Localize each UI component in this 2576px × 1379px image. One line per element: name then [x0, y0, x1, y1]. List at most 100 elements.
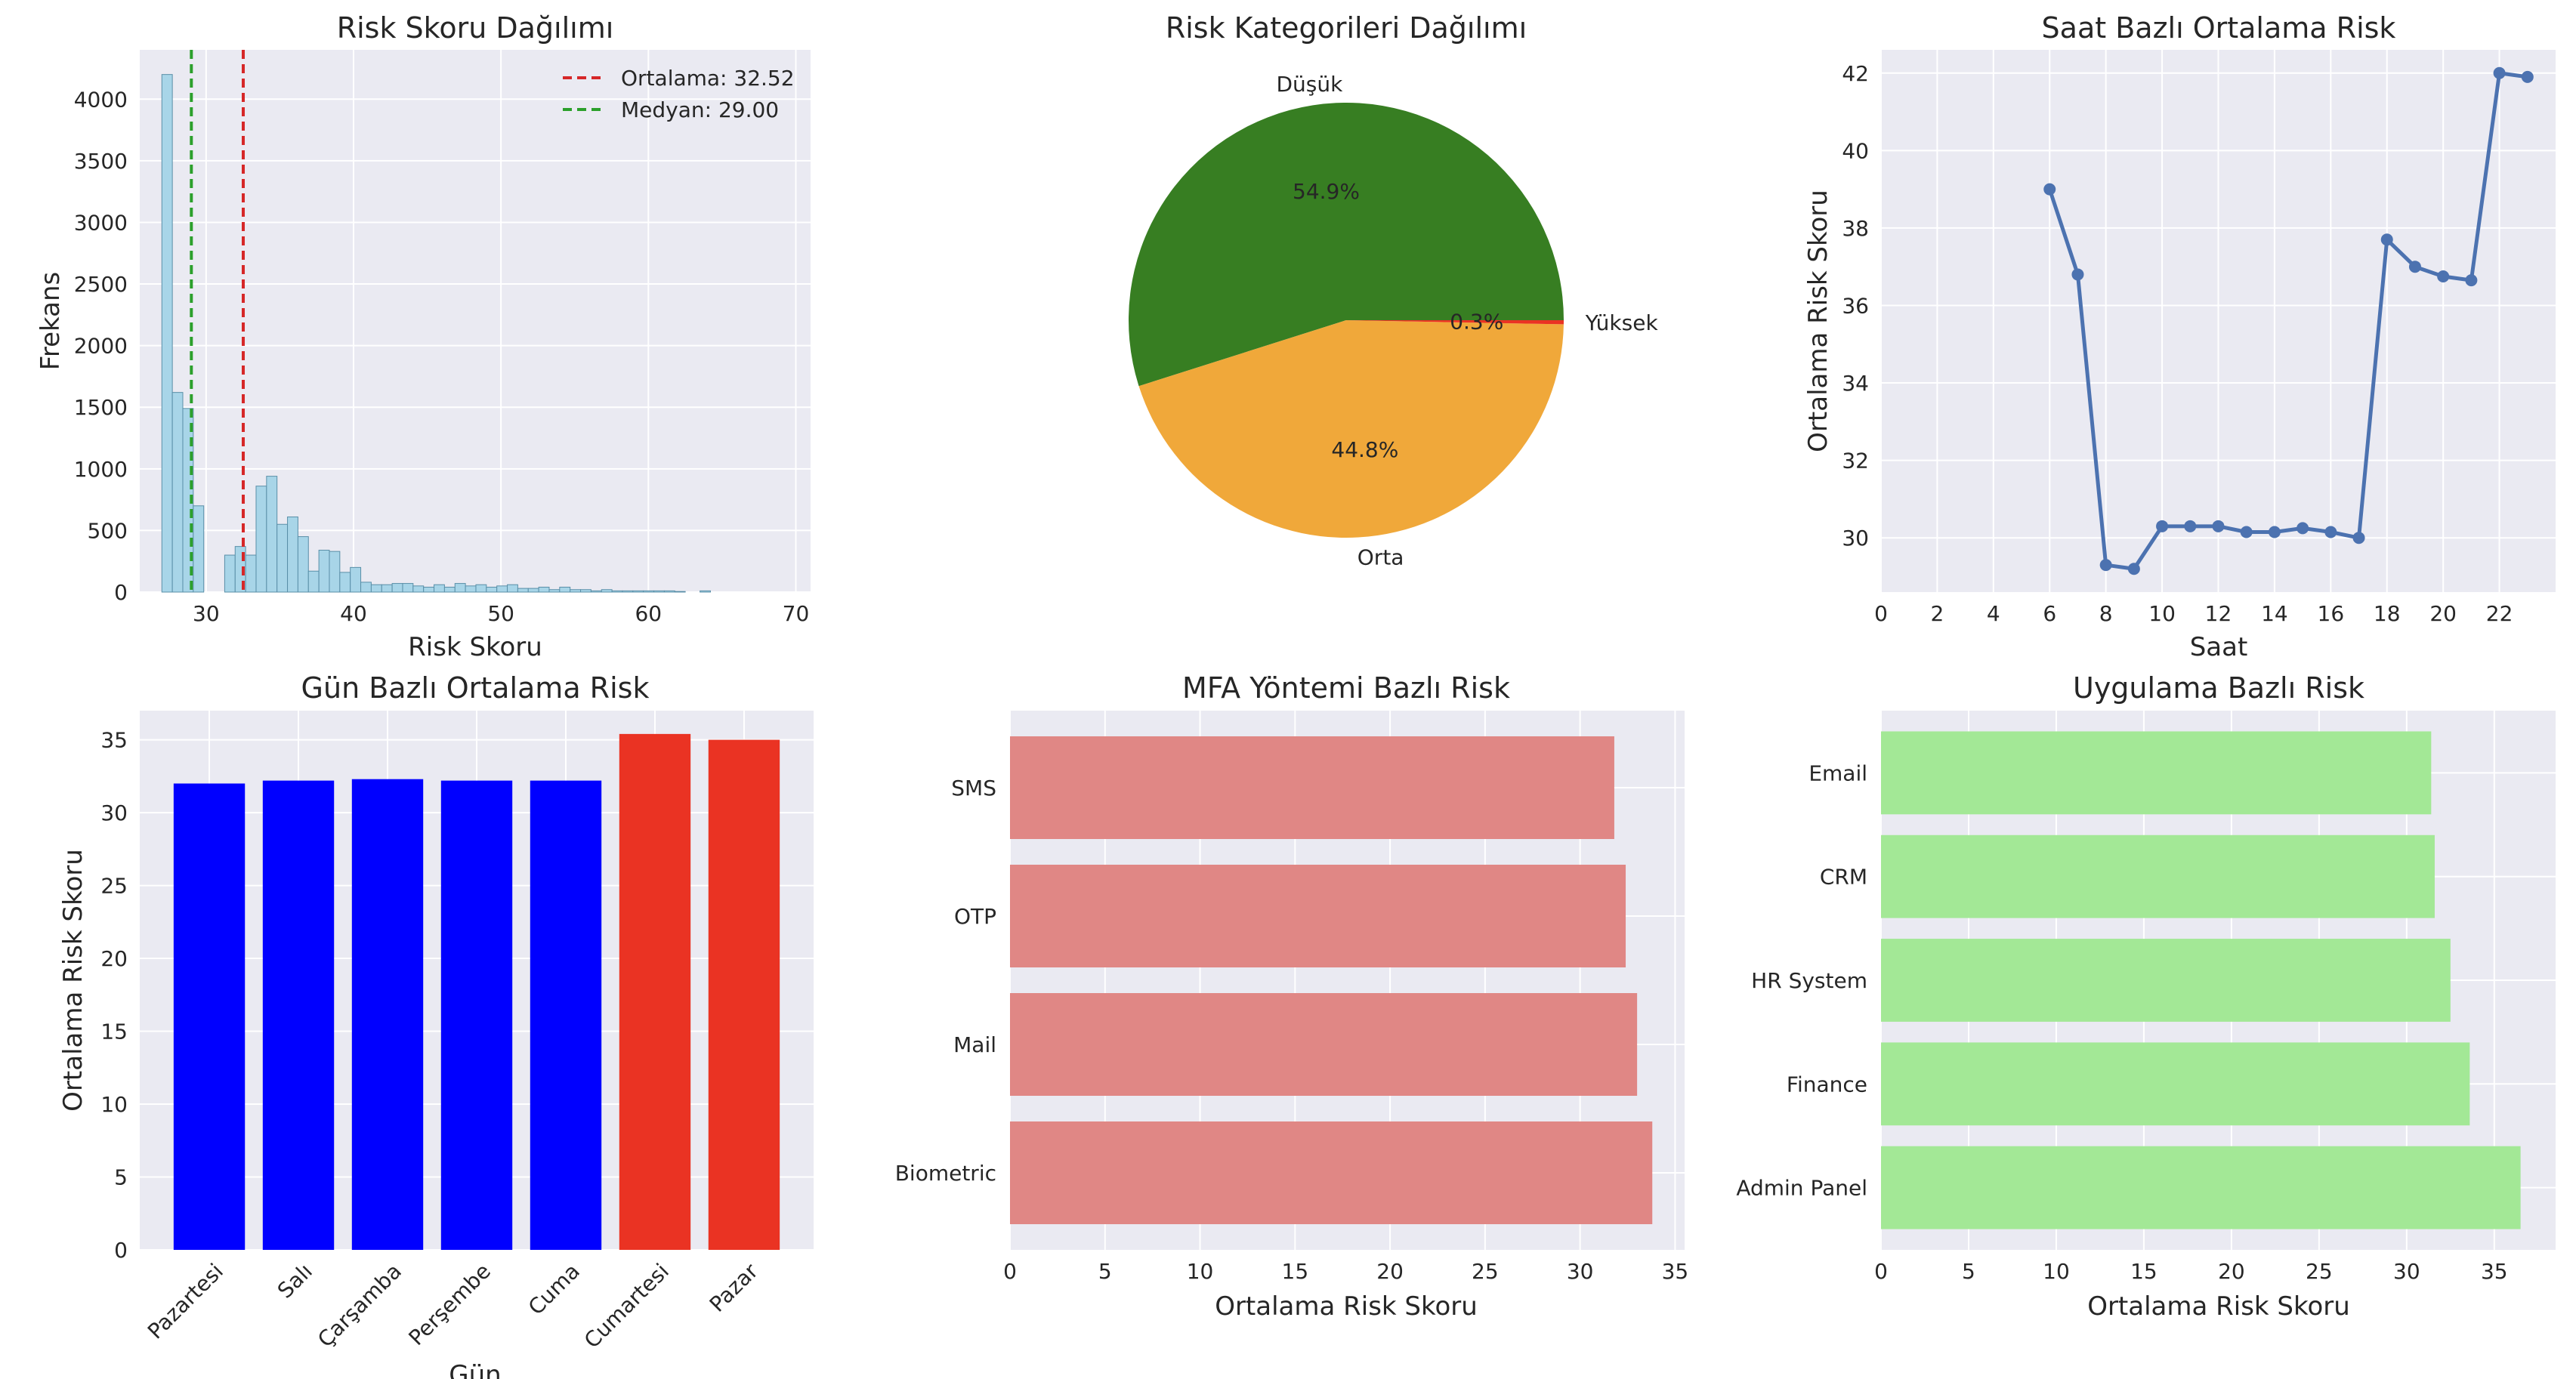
daily-xtick: Perşembe: [404, 1259, 496, 1350]
app-bar: [1881, 1042, 2470, 1126]
hourly-point: [2043, 183, 2056, 196]
hourly-xtick: 6: [2043, 601, 2056, 626]
app-ytick: Email: [1808, 760, 1867, 785]
hourly-point: [2184, 520, 2197, 532]
mfa-bar: [1010, 1121, 1653, 1224]
hourly-ylabel: Ortalama Risk Skoru: [1803, 190, 1833, 452]
mfa-xtick: 0: [1003, 1259, 1017, 1284]
histogram-ytick: 1500: [74, 395, 128, 420]
histogram-bar: [643, 590, 655, 593]
histogram-bar: [318, 550, 330, 593]
mfa-xtick: 15: [1282, 1259, 1309, 1284]
histogram-ytick: 500: [88, 518, 128, 543]
daily-ytick: 25: [100, 874, 128, 899]
app-panel: Uygulama Bazlı Risk 0 5 10 15 20 25 30 35 Email C…: [1736, 671, 2556, 1322]
mfa-xtick: 20: [1376, 1259, 1404, 1284]
hourly-ytick: 36: [1842, 293, 1869, 318]
histogram-xtick: 30: [193, 601, 220, 626]
app-xtick: 5: [1962, 1259, 1975, 1284]
app-bar: [1881, 939, 2451, 1022]
histogram-bar: [350, 566, 362, 593]
histogram-bar: [559, 586, 571, 593]
histogram-bar: [527, 588, 539, 593]
daily-bar: [173, 783, 246, 1250]
daily-xtick: Salı: [273, 1259, 317, 1303]
histogram-bar: [507, 584, 518, 593]
daily-ytick: 15: [100, 1020, 128, 1044]
histogram-bar: [402, 583, 414, 593]
histogram-xtick: 60: [635, 601, 662, 626]
hourly-point: [2156, 520, 2169, 532]
histogram-bar: [700, 590, 711, 593]
histogram-bar: [161, 74, 173, 593]
mfa-xtick: 35: [1662, 1259, 1689, 1284]
histogram-bar: [538, 586, 550, 593]
app-xtick: 15: [2130, 1259, 2157, 1284]
mfa-bar: [1010, 736, 1614, 839]
app-title: Uygulama Bazlı Risk: [2073, 671, 2364, 705]
app-xtick: 20: [2218, 1259, 2245, 1284]
histogram-bar: [580, 589, 591, 593]
mfa-xtick: 25: [1472, 1259, 1499, 1284]
daily-bar: [619, 733, 691, 1250]
hourly-panel: Saat Bazlı Ortalama Risk 303234363840420…: [1803, 11, 2556, 662]
app-bar: [1881, 834, 2435, 918]
histogram-bar: [370, 584, 382, 593]
histogram-bar: [622, 590, 634, 593]
daily-bar: [351, 779, 424, 1250]
histogram-ytick: 0: [114, 580, 128, 605]
daily-panel: Gün Bazlı Ortalama Risk 0 5 10 15 20 25 30 35 Pa…: [58, 671, 814, 1379]
daily-ytick: 30: [100, 801, 128, 825]
hourly-xtick: 16: [2318, 601, 2345, 626]
histogram-bar: [454, 583, 466, 593]
daily-ytick: 20: [100, 946, 128, 971]
pie-pct-label: 54.9%: [1293, 179, 1360, 204]
pie-title: Risk Kategorileri Dağılımı: [1166, 11, 1527, 45]
histogram-bar: [276, 523, 289, 593]
daily-ytick: 35: [100, 728, 128, 753]
histogram-bar: [391, 583, 403, 593]
histogram-bar: [611, 590, 623, 593]
histogram-ytick: 2500: [74, 272, 128, 297]
mfa-ytick: SMS: [951, 776, 996, 801]
daily-bar: [262, 780, 335, 1250]
daily-ytick: 5: [114, 1165, 128, 1190]
histogram-bar: [339, 572, 351, 593]
daily-ylabel: Ortalama Risk Skoru: [58, 849, 88, 1112]
histogram-ytick: 2000: [74, 334, 128, 359]
daily-bar: [708, 739, 780, 1250]
legend-median-label: Medyan: 29.00: [621, 97, 779, 122]
histogram-ytick: 4000: [74, 87, 128, 112]
pie-panel: Risk Kategorileri Dağılımı 54.9% Düşük 44.…: [1128, 11, 1659, 569]
hourly-point: [2465, 274, 2478, 287]
app-ytick: CRM: [1820, 865, 1867, 890]
histogram-bar: [287, 516, 298, 593]
hourly-point: [2408, 261, 2421, 273]
histogram-bar: [307, 570, 320, 593]
pie-pct-label: 44.8%: [1331, 437, 1398, 462]
mfa-xlabel: Ortalama Risk Skoru: [1215, 1291, 1478, 1322]
hourly-xtick: 8: [2099, 601, 2113, 626]
histogram-bar: [465, 585, 477, 593]
histogram-bar: [360, 582, 372, 593]
app-bar: [1881, 731, 2432, 815]
hourly-point: [2268, 526, 2281, 538]
pie-category-label: Düşük: [1276, 72, 1343, 97]
pie-slice-düşük: [1128, 102, 1564, 387]
histogram-bar: [423, 586, 435, 593]
daily-title: Gün Bazlı Ortalama Risk: [301, 671, 650, 705]
histogram-xtick: 40: [340, 601, 367, 626]
hourly-ytick: 34: [1842, 371, 1869, 396]
daily-ytick: 10: [100, 1092, 128, 1117]
histogram-bar: [224, 554, 236, 593]
hourly-point: [2296, 522, 2309, 535]
pie-category-label: Orta: [1357, 545, 1404, 569]
hourly-ytick: 38: [1842, 216, 1869, 241]
mfa-ytick: Biometric: [895, 1161, 996, 1186]
histogram-ylabel: Frekans: [36, 272, 66, 370]
pie-category-label: Yüksek: [1585, 310, 1659, 335]
daily-bar: [530, 780, 602, 1250]
hourly-ytick: 40: [1842, 138, 1869, 163]
histogram-bar: [475, 584, 487, 593]
